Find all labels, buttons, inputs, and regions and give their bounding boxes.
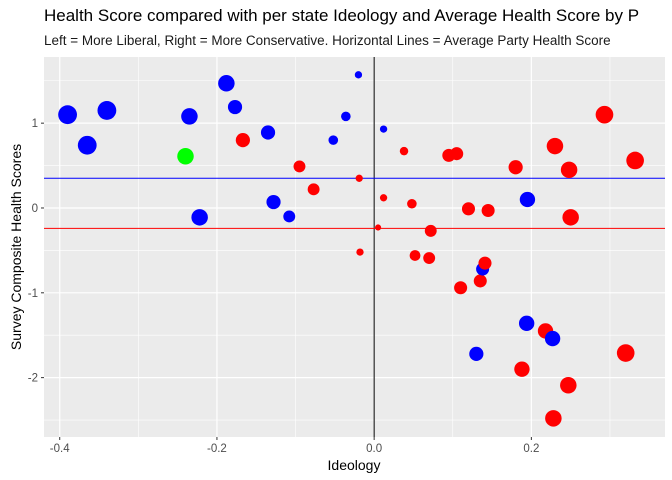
state-point [177, 147, 194, 165]
x-tick-label: 0.2 [523, 443, 539, 455]
state-point [307, 183, 320, 196]
y-tick-label: -1 [28, 288, 38, 300]
plot-panel [44, 57, 665, 437]
state-point [595, 105, 614, 124]
state-point [546, 137, 564, 155]
state-point [58, 105, 77, 125]
state-point [560, 161, 578, 179]
state-point [235, 133, 250, 148]
state-point [379, 194, 388, 202]
y-tick-label: 0 [32, 203, 38, 215]
state-point [218, 75, 235, 92]
state-point [560, 377, 577, 394]
chart-title: Health Score compared with per state Ide… [44, 6, 640, 25]
state-point [341, 111, 351, 122]
state-point [626, 151, 644, 170]
state-point [544, 330, 561, 347]
state-point [508, 160, 523, 175]
state-point [227, 99, 243, 115]
y-axis-title: Survey Composite Health Scores [8, 144, 24, 350]
state-point [519, 191, 536, 208]
state-point [562, 209, 579, 226]
state-point [379, 125, 388, 133]
state-point [469, 346, 484, 361]
x-tick-label: -0.4 [50, 443, 70, 455]
state-point [616, 344, 635, 362]
state-point [283, 210, 296, 223]
state-point [478, 256, 492, 270]
y-tick-label: -2 [28, 373, 38, 385]
x-tick-label: 0.0 [366, 443, 382, 455]
state-point [293, 160, 306, 173]
state-point [407, 198, 417, 209]
axes: -0.4 -0.2 0.0 0.2 -2 -1 0 1 [28, 118, 540, 455]
state-point [514, 361, 530, 377]
state-point [423, 252, 436, 264]
state-point [181, 108, 198, 125]
state-point [399, 146, 409, 156]
state-point [454, 281, 468, 295]
state-point [450, 147, 464, 161]
state-point [409, 250, 421, 261]
state-point [328, 135, 339, 145]
state-point [266, 194, 281, 210]
x-tick-label: -0.2 [207, 443, 227, 455]
reference-lines [44, 57, 665, 437]
state-point [354, 71, 363, 79]
state-point [97, 101, 117, 120]
x-axis-title: Ideology [328, 457, 381, 473]
state-point [461, 202, 476, 216]
chart-subtitle: Left = More Liberal, Right = More Conser… [44, 33, 611, 48]
data-points [58, 71, 644, 427]
y-tick-label: 1 [32, 118, 38, 130]
state-point [355, 174, 363, 182]
state-point [424, 224, 437, 237]
state-point [481, 204, 495, 218]
state-point [356, 248, 364, 256]
state-point [375, 224, 382, 231]
state-point [260, 125, 276, 140]
state-point [191, 209, 208, 226]
state-point [518, 315, 535, 332]
state-point [473, 274, 487, 288]
state-point [77, 135, 97, 155]
state-point [545, 410, 562, 427]
